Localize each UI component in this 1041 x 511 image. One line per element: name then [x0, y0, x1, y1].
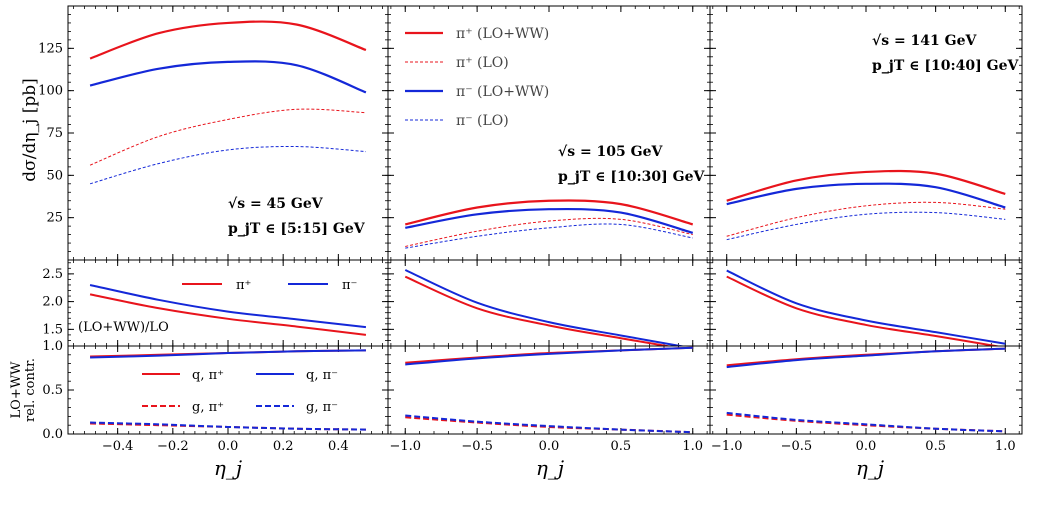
x-axis-title-col3: η_j: [856, 456, 884, 480]
y-tick-label-top: 25: [46, 211, 63, 226]
legend-contr-label-2: q, π⁻: [306, 368, 338, 383]
annotation-sqrt-s-col2: √s = 105 GeV: [558, 144, 664, 160]
y-tick-label-contr: 0.5: [42, 383, 63, 398]
series-line-top-col2-3: [405, 217, 693, 247]
y-tick-label-top: 75: [46, 126, 63, 141]
y-axis-title-top: dσ/dη_j [pb]: [20, 78, 40, 182]
panel-frame-ratio-col2: [387, 259, 711, 347]
x-axis-title-col2: η_j: [536, 456, 564, 480]
series-line-top-col2-4: [405, 223, 693, 249]
legend-contr-label-1: q, π⁺: [192, 368, 224, 383]
series-line-ratio-col2-2: [404, 269, 686, 346]
legend-ratio-label-1: π⁺: [236, 278, 251, 293]
panel-frame-contr-col2: [387, 345, 711, 435]
annotation-sqrt-s-col3: √s = 141 GeV: [872, 33, 978, 49]
series-line-top-col3-4: [726, 211, 1006, 241]
ratio-label: (LO+WW)/LO: [78, 320, 169, 335]
series-line-top-col2-2: [405, 207, 694, 234]
y-tick-label-contr: 0.0: [42, 427, 63, 442]
x-tick-label-col1: 0.4: [328, 439, 349, 454]
x-tick-label-col2: −1.0: [389, 439, 421, 454]
series-line-top-col3-1: [726, 169, 1006, 202]
legend-top-label-4: π⁻ (LO): [456, 113, 509, 129]
series-line-contr-col2-2: [405, 346, 693, 366]
legend-contr-label-4: g, π⁻: [306, 400, 338, 415]
y-tick-label-top: 50: [46, 168, 63, 183]
x-tick-label-col1: −0.4: [102, 439, 134, 454]
series-line-ratio-col3-2: [726, 269, 1006, 345]
y-tick-label-ratio: 1.5: [42, 322, 63, 337]
series-line-top-col3-3: [726, 201, 1006, 237]
series-line-top-col2-1: [404, 199, 694, 226]
y-axis-title-contr-2: rel. contr.: [23, 358, 38, 422]
x-tick-label-col2: −0.5: [461, 439, 493, 454]
series-line-top-col1-3: [89, 108, 366, 166]
series-line-top-col1-1: [89, 20, 367, 60]
y-tick-label-ratio: 2.5: [42, 267, 63, 282]
series-line-contr-col1-2: [90, 349, 366, 359]
x-tick-label-col2: 0.0: [539, 439, 560, 454]
legend-top-label-1: π⁺ (LO+WW): [456, 26, 549, 42]
y-tick-label-contr: 1.0: [42, 339, 63, 354]
legend-top-label-2: π⁺ (LO): [456, 55, 509, 71]
legend-ratio: π⁺ π⁻: [182, 278, 357, 293]
series-line-ratio-col1-1: [89, 293, 367, 336]
panel-frame-contr-col1: [67, 345, 389, 435]
y-tick-label-top: 125: [38, 41, 63, 56]
x-tick-label-col3: 0.0: [856, 439, 877, 454]
y-tick-label-top: 100: [38, 84, 63, 99]
legend-contr-label-3: g, π⁺: [192, 400, 224, 415]
series-line-top-col1-2: [89, 60, 367, 94]
series-line-top-col3-2: [726, 182, 1006, 209]
legend-ratio-label-2: π⁻: [342, 278, 357, 293]
panel-frame-contr-col3: [709, 345, 1023, 435]
series-line-ratio-col2-1: [404, 275, 673, 346]
x-tick-label-col2: 0.5: [611, 439, 632, 454]
legend-top-label-3: π⁻ (LO+WW): [456, 84, 549, 100]
x-tick-label-col1: 0.0: [218, 439, 239, 454]
x-tick-label-col1: 0.2: [273, 439, 294, 454]
x-tick-label-col3: 0.5: [925, 439, 946, 454]
legend-contr: q, π⁺ q, π⁻ g, π⁺ g, π⁻: [142, 368, 338, 415]
annotation-sqrt-s-col1: √s = 45 GeV: [228, 196, 324, 212]
series-line-ratio-col3-1: [726, 275, 1002, 346]
y-axis-title-contr-1: LO+WW: [9, 361, 24, 419]
x-tick-label-col2: 1.0: [682, 439, 703, 454]
series-line-ratio-col1-2: [89, 283, 367, 329]
plot-area: 25 50 75 100 125 1.5 2.0 2.5 0.0 0.5 1.0 −0.4 −0.2 0.…: [38, 5, 1023, 454]
x-tick-label-col3: −1.0: [711, 439, 743, 454]
annotation-pt-col1: p_jT ∈ [5:15] GeV: [228, 221, 366, 237]
legend-top: π⁺ (LO+WW) π⁺ (LO) π⁻ (LO+WW) π⁻ (LO): [405, 26, 549, 129]
x-tick-label-col1: −0.2: [157, 439, 189, 454]
series-line-contr-col2-4: [405, 414, 693, 434]
panel-frame-ratio-col3: [709, 259, 1023, 347]
x-tick-label-col3: 1.0: [995, 439, 1016, 454]
series-line-contr-col1-4: [90, 421, 366, 431]
series-line-contr-col3-4: [726, 411, 1006, 433]
series-line-contr-col3-2: [726, 347, 1006, 369]
annotation-pt-col2: p_jT ∈ [10:30] GeV: [558, 169, 706, 185]
annotation-pt-col3: p_jT ∈ [10:40] GeV: [872, 58, 1020, 74]
x-tick-label-col3: −0.5: [781, 439, 813, 454]
series-line-top-col1-4: [89, 145, 366, 185]
y-tick-label-ratio: 2.0: [42, 295, 63, 310]
x-axis-title-col1: η_j: [214, 456, 242, 480]
